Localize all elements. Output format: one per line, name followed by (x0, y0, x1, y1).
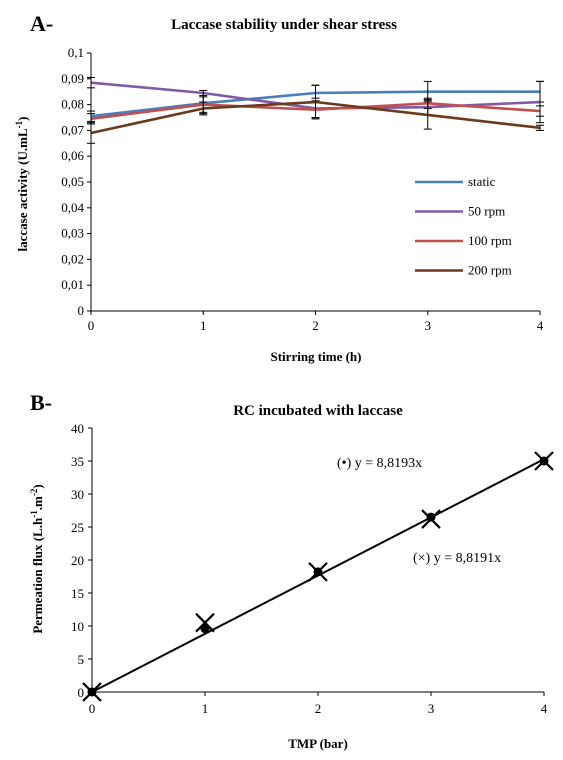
panel-a-y-tick-label: 0,05 (61, 174, 84, 189)
panel-a-error-bar (536, 105, 544, 117)
panel-a-error-bar (199, 89, 208, 97)
panel-a-y-tick-label: 0 (78, 303, 85, 318)
panel-b-equation-dot: (•) y = 8,8193x (337, 456, 422, 471)
panel-a-y-tick-label: 0,03 (61, 226, 84, 241)
panel-a-y-tick-label: 0,02 (61, 251, 84, 266)
panel-a-y-tick-label: 0,1 (68, 45, 84, 60)
panel-b-dot-marker (426, 512, 436, 522)
panel-a-x-tick-label: 0 (88, 318, 95, 333)
panel-b-dot-marker (200, 624, 210, 634)
panel-a-y-tick-label: 0,04 (61, 200, 84, 215)
panel-b-tag: B- (30, 390, 52, 415)
panel-b-plot: 0 5 10 15 20 25 30 35 40 0 1 2 3 4 (•) y = 8,8193x (×) … (71, 421, 554, 716)
panel-b-cross-marker (195, 612, 215, 633)
panel-a-error-bar (536, 124, 544, 131)
panel-a-y-tick-label: 0,01 (61, 277, 84, 292)
panel-a-xlabel: Stirring time (h) (271, 349, 362, 364)
panel-b-dot-marker (87, 687, 97, 697)
panel-b-y-tick-label: 20 (71, 553, 84, 568)
panel-a-title: Laccase stability under shear stress (171, 17, 397, 33)
panel-b-dot-marker (539, 456, 549, 466)
panel-b-title: RC incubated with laccase (233, 403, 403, 419)
panel-a-x-tick-label: 4 (537, 318, 544, 333)
panel-a-legend-label: static (468, 174, 496, 189)
panel-b-x-tick-label: 4 (541, 701, 548, 716)
panel-a-legend-label: 50 rpm (468, 204, 505, 219)
panel-a-plot: 0 0,01 0,02 0,03 0,04 0,05 0,06 0,07 0,08 0,09 0,1… (61, 45, 544, 333)
panel-a-y-tick-label: 0,06 (61, 148, 84, 163)
panel-b-y-tick-label: 30 (71, 487, 84, 502)
panel-b-y-tick-label: 15 (71, 586, 84, 601)
panel-b-y-tick-label: 40 (71, 421, 84, 436)
panel-a-error-bar (311, 84, 320, 120)
panel-a-x-tick-label: 1 (200, 318, 207, 333)
panel-b-x-tick-label: 1 (202, 701, 209, 716)
panel-b-xlabel: TMP (bar) (288, 736, 348, 751)
panel-a-y-tick-label: 0,08 (61, 97, 84, 112)
panel-b-equation-cross: (×) y = 8,8191x (413, 551, 501, 566)
panel-a-legend-label: 200 rpm (468, 263, 512, 278)
panel-a-x-tick-label: 2 (312, 318, 319, 333)
panel-a-error-bar (87, 77, 95, 89)
panel-b-x-tick-label: 2 (315, 701, 322, 716)
panel-b-dot-marker (313, 567, 323, 577)
panel-b-x-tick-label: 3 (428, 701, 435, 716)
panel-b-y-tick-label: 5 (78, 652, 85, 667)
panel-a-y-tick-label: 0,09 (61, 71, 84, 86)
panel-b-y-tick-label: 0 (78, 685, 85, 700)
panel-a-y-tick-label: 0,07 (61, 122, 84, 137)
panel-a-error-bar (87, 122, 95, 144)
panel-a-error-bar (199, 101, 208, 116)
panel-b-y-tick-label: 35 (71, 454, 84, 469)
panel-b-ylabel: Permeation flux (L.h-1.m-2) (29, 484, 45, 633)
panel-b-y-tick-label: 10 (71, 619, 84, 634)
panel-a-ylabel: laccase activity (U.mL-1) (14, 117, 30, 252)
panel-a-error-bar (423, 100, 432, 130)
panel-b-x-tick-label: 0 (89, 701, 96, 716)
panel-b-y-tick-label: 25 (71, 520, 84, 535)
cross-stroke (195, 612, 215, 633)
panel-a-tag: A- (30, 11, 53, 36)
panel-a-x-tick-label: 3 (425, 318, 432, 333)
panel-a-legend-label: 100 rpm (468, 233, 512, 248)
